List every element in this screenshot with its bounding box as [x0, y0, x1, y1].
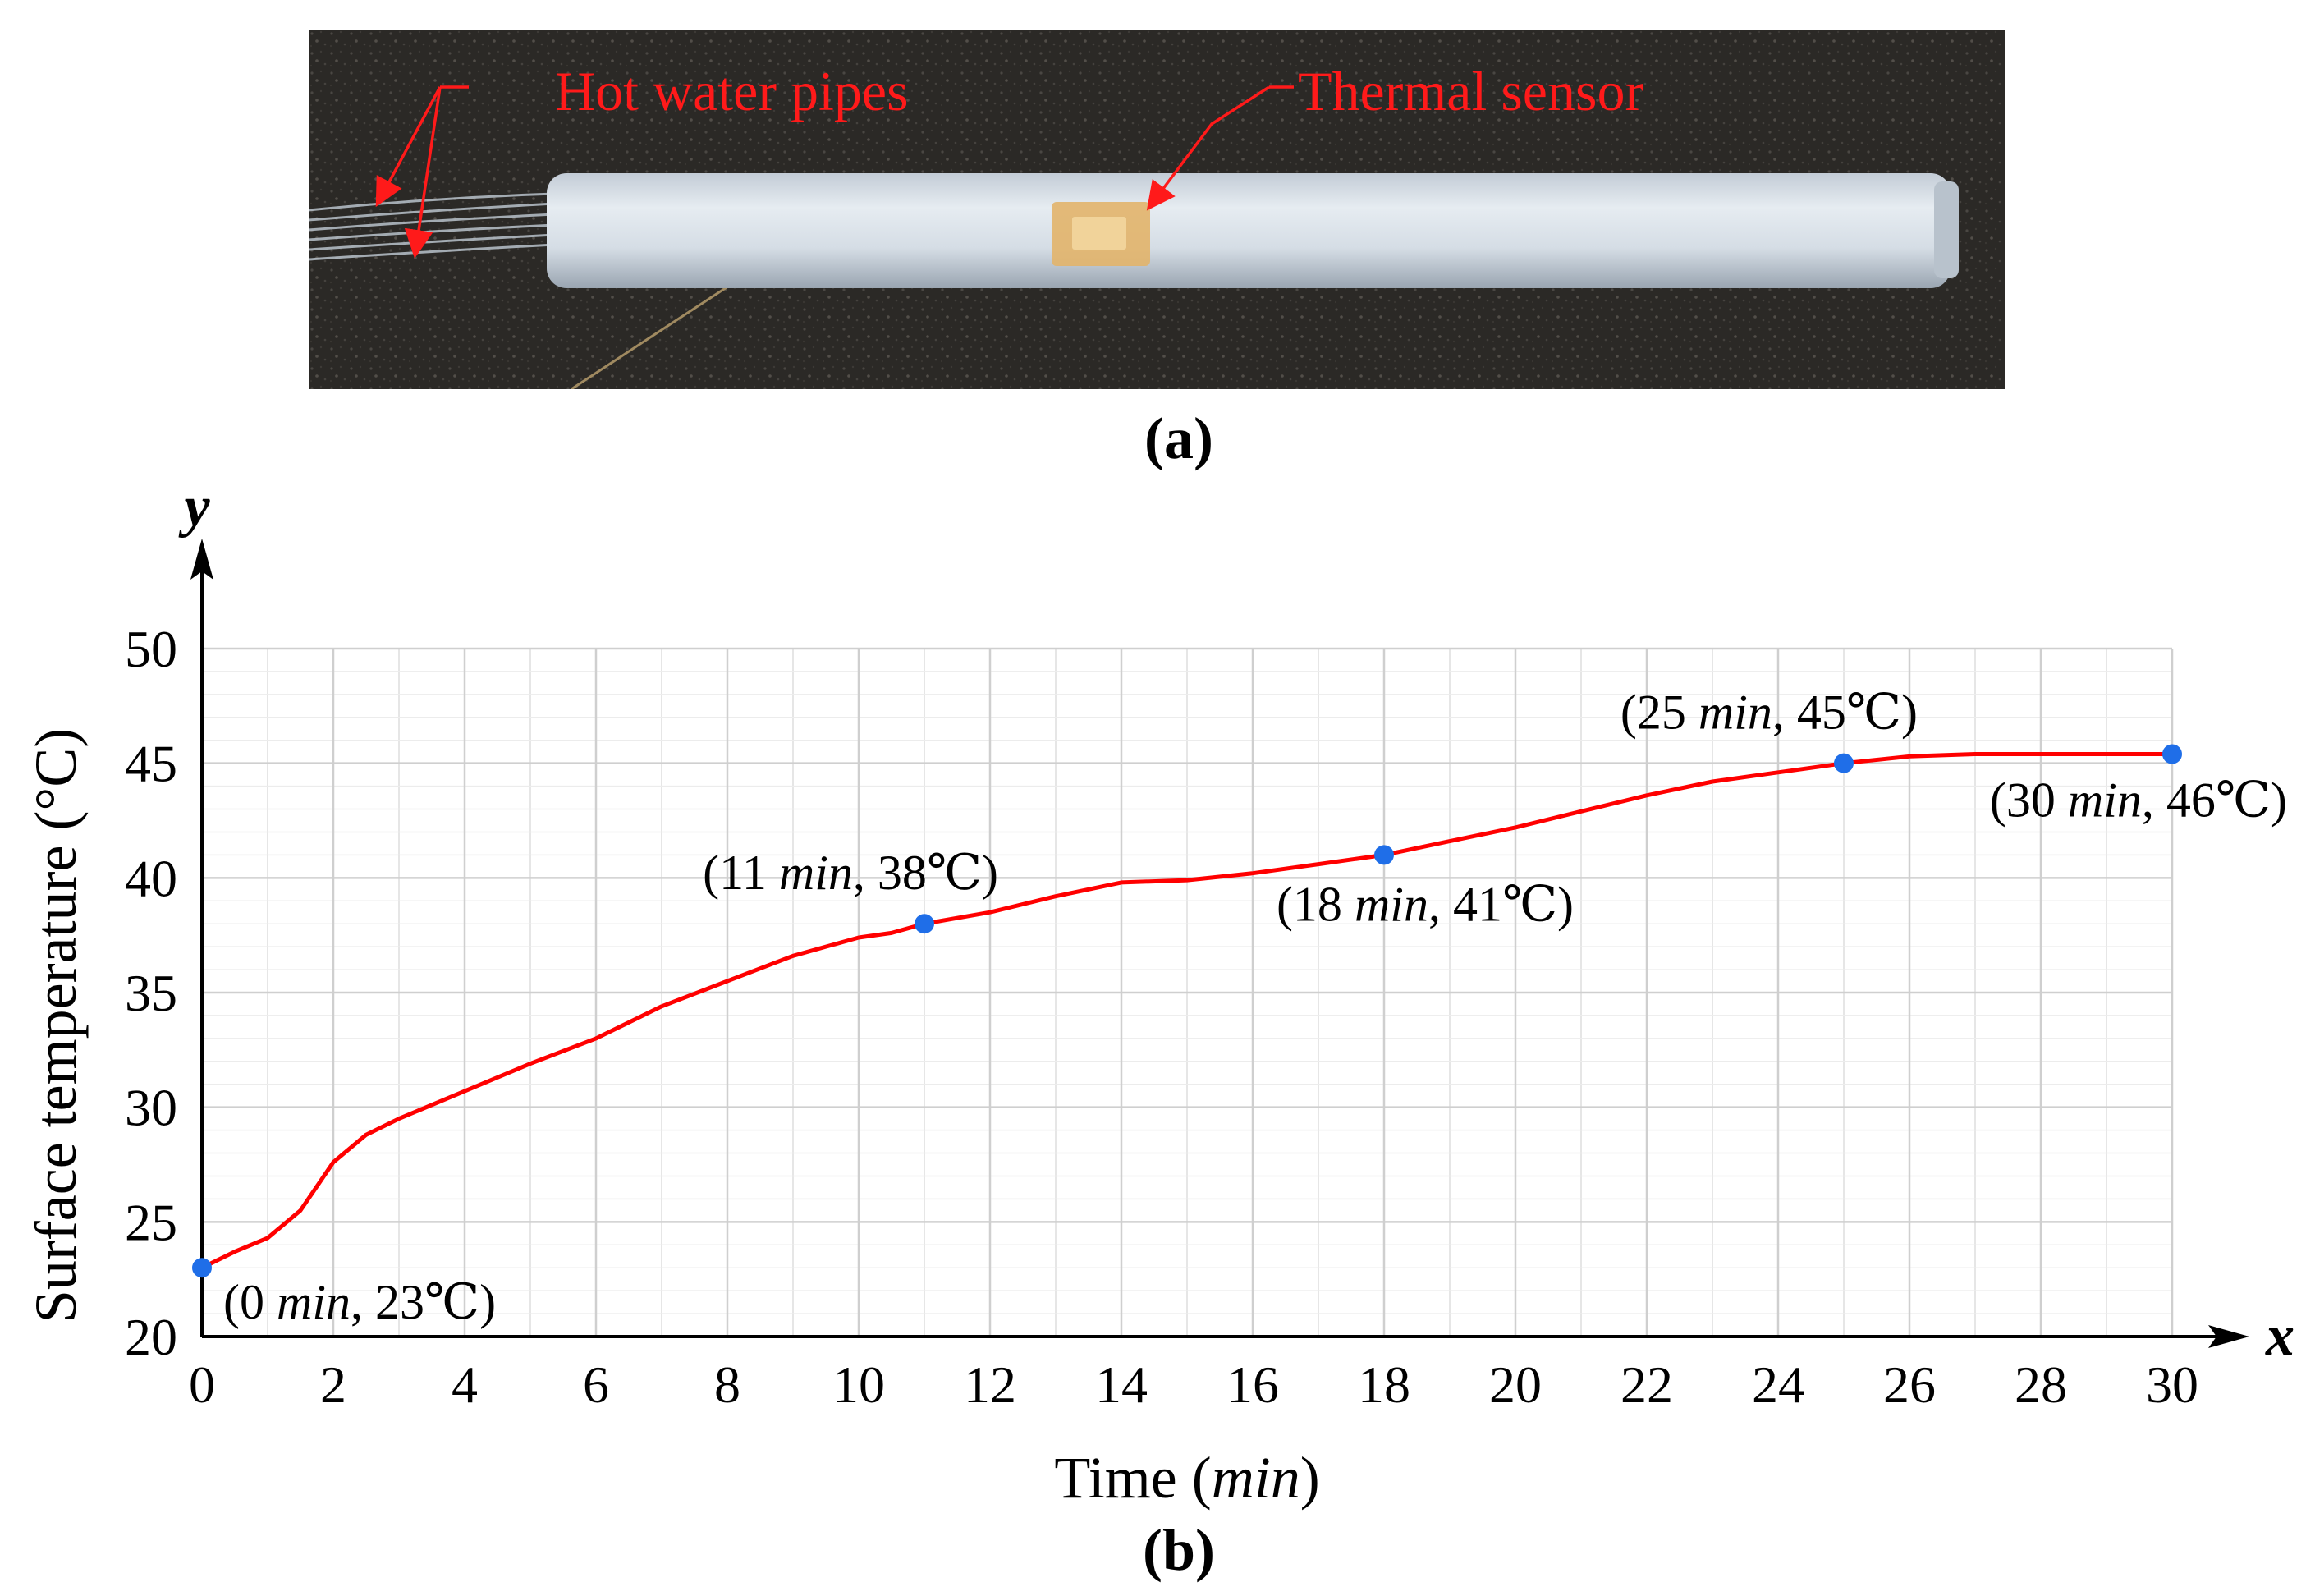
y-tick-label: 20	[125, 1308, 177, 1366]
x-tick-label: 2	[320, 1355, 346, 1414]
grid	[200, 647, 2174, 1338]
y-axis-letter: y	[178, 475, 210, 539]
x-tick-label: 16	[1226, 1355, 1279, 1414]
y-tick-label: 25	[125, 1193, 177, 1251]
x-tick-label: 6	[583, 1355, 609, 1414]
callout-hot-water-pipes: Hot water pipes	[555, 60, 909, 122]
annotations: (0 min, 23℃) (11 min, 38℃) (18 min, 41℃) (2…	[192, 686, 2287, 1329]
data-point-label: (0 min, 23℃)	[223, 1275, 496, 1329]
data-point-marker	[1834, 753, 1854, 773]
y-tick-label: 30	[125, 1079, 177, 1137]
x-tick-label: 20	[1489, 1355, 1542, 1414]
x-tick-label: 8	[714, 1355, 740, 1414]
x-axis-arrow	[2208, 1325, 2249, 1348]
x-tick-label: 12	[964, 1355, 1016, 1414]
data-point-label: (30 min, 46℃)	[1990, 773, 2287, 827]
caption-panel-b: (b)	[1143, 1517, 1215, 1583]
x-tick-label: 28	[2015, 1355, 2067, 1414]
tube-end-cap	[1934, 181, 1959, 278]
x-tick-label: 18	[1358, 1355, 1410, 1414]
y-axis-arrow	[190, 539, 213, 580]
data-point-marker	[192, 1258, 212, 1278]
x-tick-label: 4	[452, 1355, 478, 1414]
caption-panel-a: (a)	[1144, 406, 1213, 471]
photo-panel: Hot water pipes Thermal sensor	[309, 30, 2005, 389]
series	[200, 752, 2172, 1270]
data-point-label: (18 min, 41℃)	[1277, 877, 1574, 931]
x-tick-label: 0	[189, 1355, 215, 1414]
x-tick-label: 24	[1752, 1355, 1804, 1414]
insulated-tube	[547, 173, 1951, 288]
x-tick-label: 30	[2146, 1355, 2198, 1414]
x-tick-label: 26	[1883, 1355, 1936, 1414]
data-point-label: (25 min, 45℃)	[1620, 686, 1918, 740]
y-axis-title: Surface temperature (°C)	[23, 728, 89, 1323]
callout-thermal-sensor: Thermal sensor	[1298, 60, 1643, 122]
x-axis-title: Time (min)	[1054, 1445, 1319, 1511]
data-point-marker	[2162, 744, 2182, 764]
data-point-marker	[915, 914, 934, 934]
data-point-label: (11 min, 38℃)	[703, 846, 998, 900]
x-tick-label: 14	[1095, 1355, 1148, 1414]
y-tick-label: 40	[125, 849, 177, 907]
axes: xy	[178, 475, 2294, 1368]
x-axis-letter: x	[2265, 1305, 2294, 1368]
thermal-sensor-core	[1072, 217, 1126, 250]
y-tick-label: 35	[125, 964, 177, 1022]
x-tick-label: 22	[1620, 1355, 1673, 1414]
y-tick-label: 50	[125, 620, 177, 678]
x-tick-label: 10	[832, 1355, 885, 1414]
tick-labels: 0 2 4 6 8 10 12 14 16 18 20 22 24 26 28 302025303540455…	[23, 620, 2198, 1511]
callout-arrows	[375, 85, 1294, 259]
temperature-series-line	[200, 752, 2172, 1270]
y-tick-label: 45	[125, 735, 177, 793]
data-point-marker	[1374, 845, 1394, 865]
